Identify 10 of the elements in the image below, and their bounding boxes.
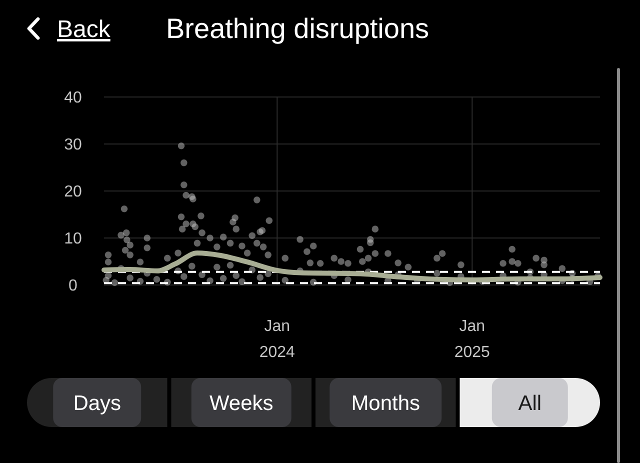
y-tick-label: 30 [64,136,82,154]
chart-title: Breathing disruptions [166,13,430,44]
y-tick-label: 40 [64,90,82,107]
y-tick-label: 20 [64,184,82,201]
segment-button[interactable]: All [460,378,600,427]
text: Back [57,16,112,43]
y-tick-label: 10 [64,230,82,248]
y-tick-label: 0 [68,278,78,295]
x-tick-label: Jan 2025 [454,318,490,361]
x-tick-label: Jan 2024 [259,318,296,361]
